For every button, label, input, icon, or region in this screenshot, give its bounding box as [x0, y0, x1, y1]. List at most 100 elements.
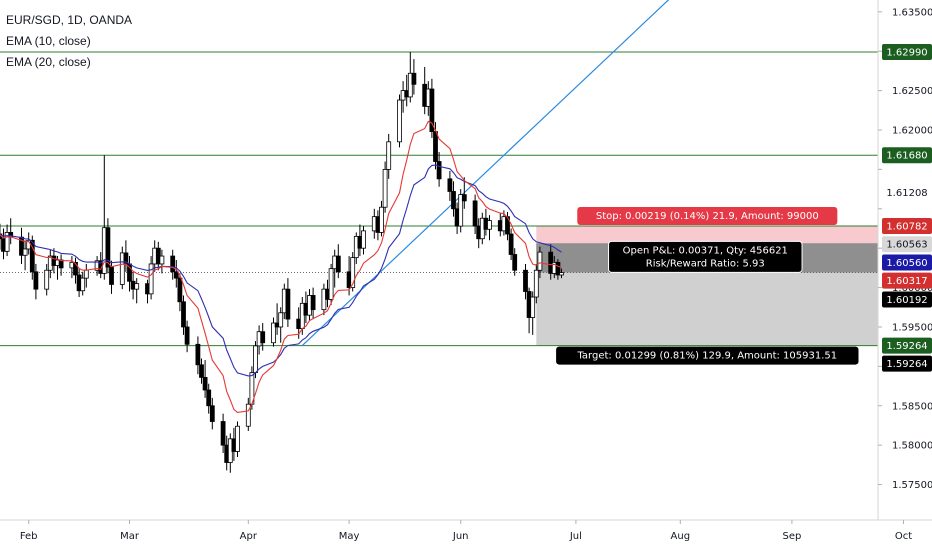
candle[interactable]	[170, 249, 176, 280]
candle-body	[436, 161, 442, 180]
price-tag[interactable]: 1.59264	[882, 355, 932, 372]
candle-body	[433, 131, 438, 162]
price-tag-text: 1.60563	[886, 240, 927, 251]
candle[interactable]	[487, 215, 492, 241]
price-tag[interactable]: 1.60192	[882, 291, 932, 308]
price-tag-text: 1.60192	[886, 295, 927, 306]
candle[interactable]	[447, 170, 453, 201]
candle[interactable]	[44, 263, 50, 296]
ema10-line[interactable]	[0, 120, 562, 413]
candle[interactable]	[220, 413, 226, 454]
price-tag[interactable]: 1.60563	[882, 236, 932, 253]
candle-body	[245, 403, 251, 427]
candle[interactable]	[195, 336, 201, 375]
target-label[interactable]: Target: 0.01299 (0.81%) 129.9, Amount: 1…	[556, 346, 859, 365]
candle-body	[80, 277, 86, 292]
candle[interactable]	[451, 181, 456, 217]
candle[interactable]	[159, 249, 165, 274]
candle[interactable]	[429, 78, 435, 138]
candle[interactable]	[411, 59, 417, 95]
candles-group	[0, 52, 564, 473]
trendline[interactable]	[301, 0, 676, 346]
candle[interactable]	[80, 271, 86, 296]
candle[interactable]	[508, 228, 514, 260]
candle[interactable]	[379, 200, 384, 237]
candle[interactable]	[530, 291, 536, 335]
candle-body	[523, 269, 528, 292]
candle[interactable]	[73, 257, 78, 284]
candle-body	[447, 178, 453, 192]
candle-body	[73, 261, 78, 276]
candle[interactable]	[22, 240, 28, 271]
candle[interactable]	[278, 307, 284, 343]
candle[interactable]	[173, 260, 179, 288]
candle[interactable]	[105, 218, 111, 274]
candle-body	[181, 301, 186, 328]
candle[interactable]	[209, 397, 215, 430]
candle[interactable]	[148, 256, 154, 300]
candle[interactable]	[184, 320, 190, 353]
candle[interactable]	[472, 194, 478, 234]
candle[interactable]	[361, 226, 366, 255]
candle[interactable]	[555, 259, 561, 280]
candle[interactable]	[382, 161, 388, 213]
price-tag[interactable]: 1.61680	[882, 147, 932, 164]
candle[interactable]	[436, 152, 442, 187]
candle[interactable]	[206, 383, 212, 414]
candle[interactable]	[461, 177, 467, 209]
price-tag[interactable]: 1.60560	[882, 254, 932, 271]
candle[interactable]	[4, 224, 10, 257]
stop-zone[interactable]	[536, 225, 878, 244]
candle[interactable]	[407, 52, 413, 103]
candle[interactable]	[523, 263, 528, 300]
price-tag[interactable]: 1.62990	[882, 44, 932, 60]
candle[interactable]	[134, 278, 140, 304]
candle-body	[206, 389, 212, 407]
legend-ema10[interactable]: EMA (10, close)	[6, 34, 91, 48]
price-tag[interactable]: 1.59264	[882, 337, 932, 354]
candle[interactable]	[235, 421, 240, 457]
candle-body	[472, 200, 478, 227]
price-tag[interactable]: 1.61208	[882, 184, 932, 201]
candle[interactable]	[397, 94, 402, 148]
candle-body	[29, 239, 35, 273]
candle[interactable]	[285, 278, 291, 327]
candle[interactable]	[271, 317, 276, 347]
legend-ema20[interactable]: EMA (20, close)	[6, 55, 91, 69]
candle[interactable]	[458, 189, 464, 233]
candle[interactable]	[310, 287, 316, 320]
candle[interactable]	[202, 360, 208, 398]
price-tag[interactable]: 1.60782	[882, 217, 932, 234]
candle[interactable]	[559, 268, 564, 279]
candle-body	[397, 99, 402, 143]
candle-body	[22, 248, 28, 256]
price-tag-bg	[882, 147, 932, 164]
price-tag-bg	[882, 355, 932, 372]
candle[interactable]	[177, 273, 183, 312]
open-pnl-label[interactable]: Open P&L: 0.00371, Qty: 456621 Risk/Rewar…	[608, 240, 803, 273]
price-tag[interactable]: 1.60317	[882, 272, 932, 289]
candle[interactable]	[533, 263, 539, 304]
time-axis-label: Mar	[120, 531, 140, 542]
price-tag-bg	[882, 254, 932, 271]
candle[interactable]	[119, 246, 125, 290]
candle-body	[235, 425, 240, 452]
candle-body	[177, 277, 183, 303]
candle[interactable]	[512, 248, 518, 276]
candle[interactable]	[181, 295, 186, 335]
candle[interactable]	[199, 358, 204, 384]
price-tag-text: 1.60560	[886, 258, 927, 269]
price-axis-label: 1.58000	[892, 441, 932, 452]
stop-label[interactable]: Stop: 0.00219 (0.14%) 21.9, Amount: 9900…	[577, 206, 838, 225]
plot-area[interactable]	[0, 0, 878, 473]
legend-symbol[interactable]: EUR/SGD, 1D, OANDA	[6, 13, 133, 27]
candle-body	[537, 251, 543, 271]
candle[interactable]	[245, 397, 251, 431]
candle[interactable]	[386, 133, 392, 179]
candle-body	[220, 421, 226, 446]
candle[interactable]	[335, 244, 341, 279]
candle[interactable]	[328, 263, 334, 305]
candle[interactable]	[260, 323, 266, 351]
candle[interactable]	[33, 263, 39, 300]
